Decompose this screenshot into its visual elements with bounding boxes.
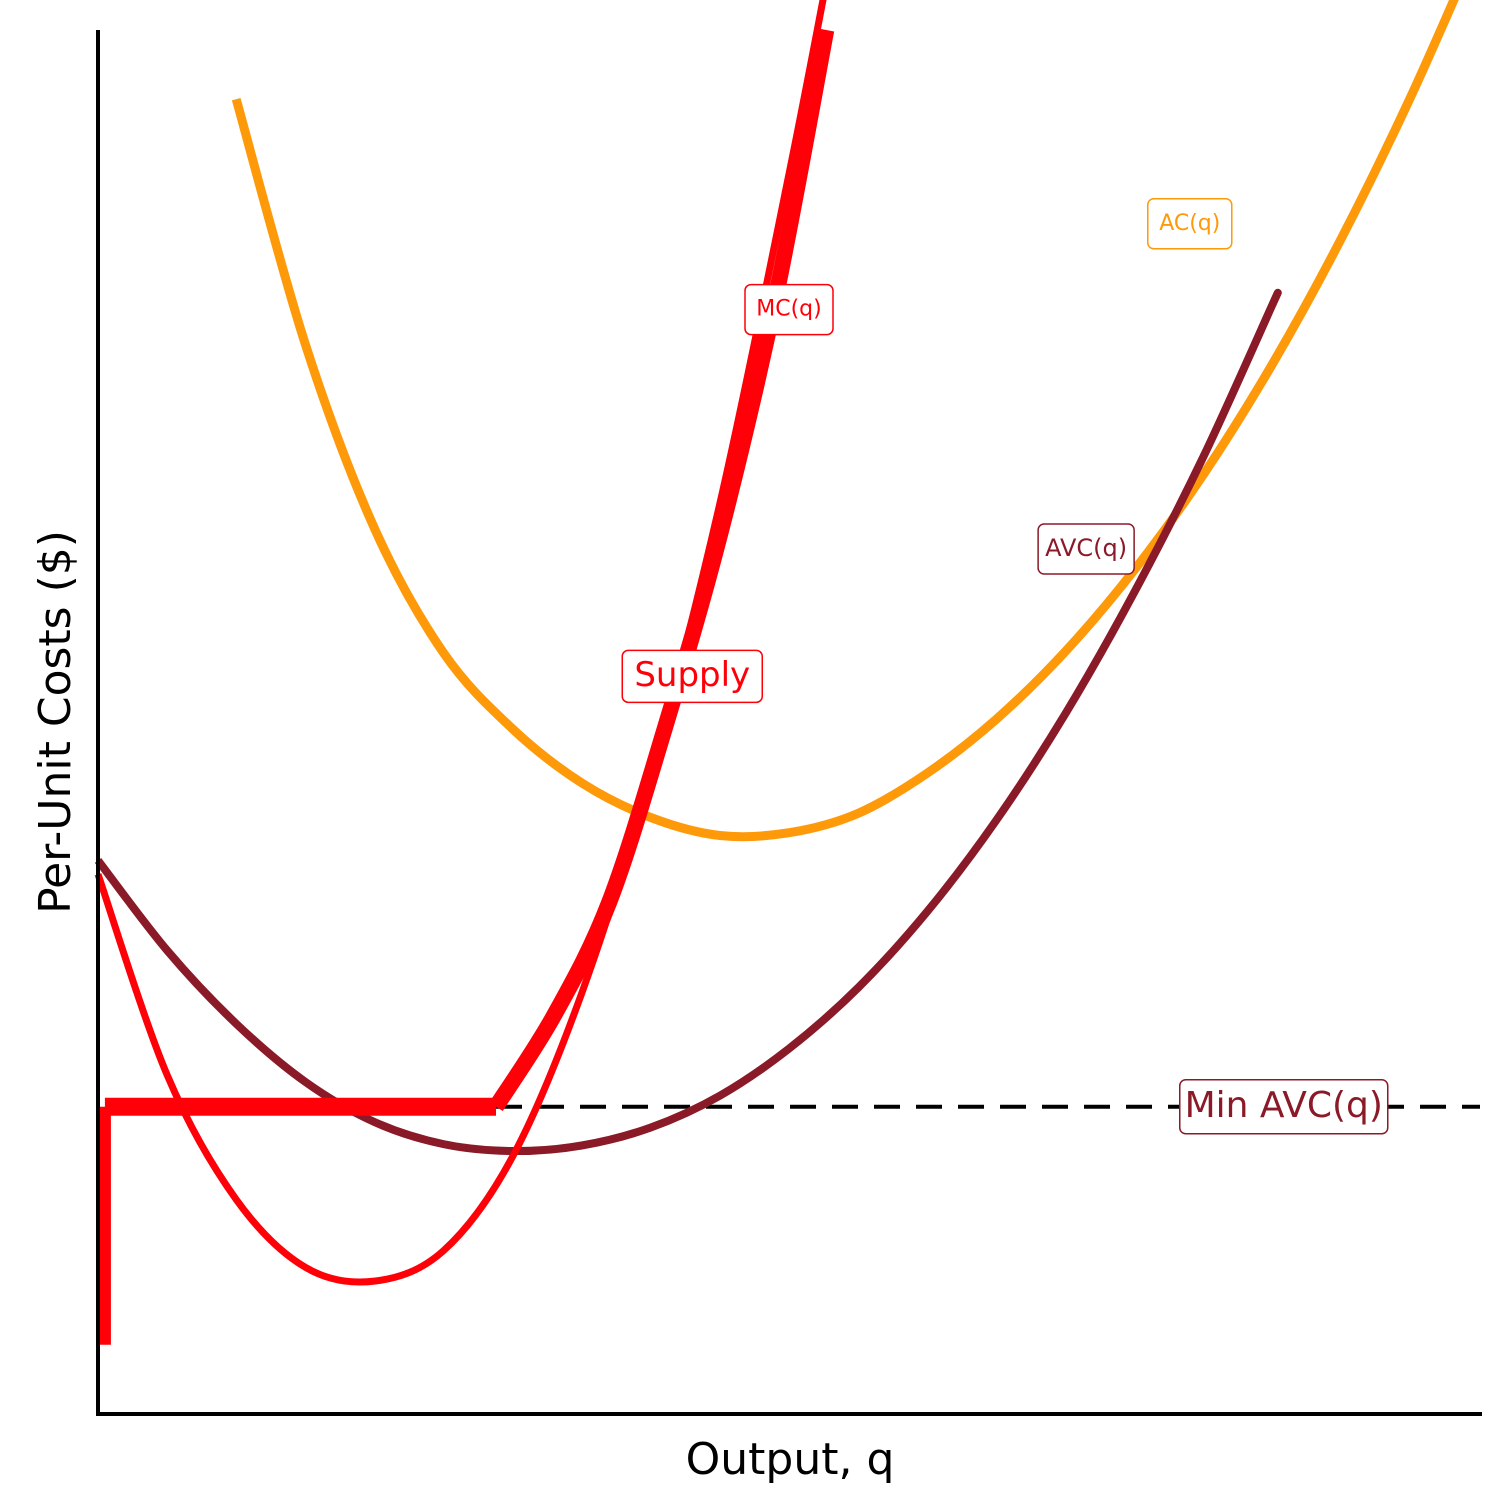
supply-curve-segment <box>489 28 835 1112</box>
label-layer: AC(q) AVC(q) MC(q) Supply Min AVC(q) <box>621 198 1389 1135</box>
supply-label-text: Supply <box>634 655 750 695</box>
min-avc-label-text: Min AVC(q) <box>1185 1085 1383 1126</box>
supply-label-box <box>621 649 764 704</box>
avc-label-text: AVC(q) <box>1045 534 1127 562</box>
supply-label: Supply <box>621 649 764 704</box>
min-avc-label: Min AVC(q) <box>1179 1079 1389 1135</box>
mc-curve-line <box>94 0 827 1286</box>
ac-label-box <box>1147 198 1233 250</box>
mc-label: MC(q) <box>744 283 834 336</box>
mc-label-text: MC(q) <box>756 297 821 322</box>
ac-curve-line <box>231 0 1459 842</box>
x-axis-title: Output, q <box>686 1434 895 1485</box>
avc-label-box <box>1037 523 1135 575</box>
avc-curve-line <box>94 288 1282 1156</box>
mc-label-box <box>744 283 834 336</box>
min-avc-label-box <box>1179 1079 1389 1135</box>
ac-label: AC(q) <box>1147 198 1233 250</box>
y-axis-title: Per-Unit Costs ($) <box>30 530 81 914</box>
plot-layer <box>94 0 1480 1345</box>
ac-label-text: AC(q) <box>1159 211 1220 236</box>
avc-label: AVC(q) <box>1037 523 1135 575</box>
